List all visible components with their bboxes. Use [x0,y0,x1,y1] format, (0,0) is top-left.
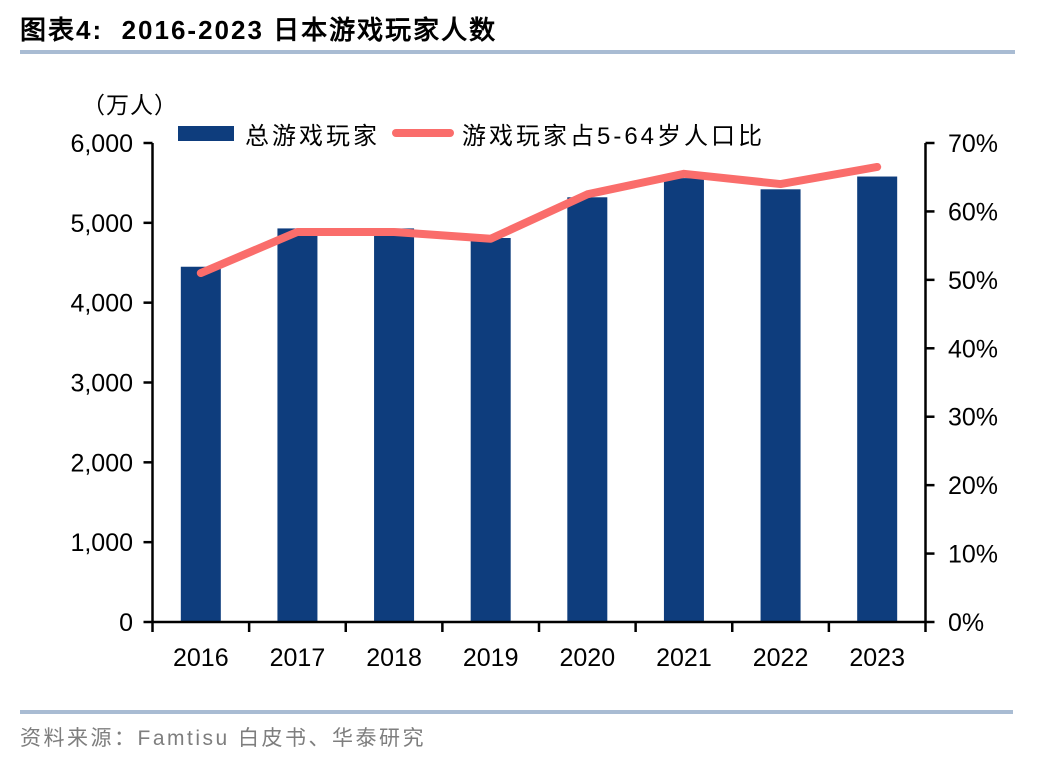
legend-line-label: 游戏玩家占5-64岁人口比 [462,122,766,150]
right-axis-tick-label: 0% [948,609,984,637]
left-axis-tick-label: 2,000 [70,449,133,477]
x-axis-tick-label: 2023 [849,644,905,672]
footer-divider [20,710,1013,714]
x-axis-tick-label: 2016 [173,644,229,672]
legend: 总游戏玩家 游戏玩家占5-64岁人口比 [178,119,765,150]
bar-2018 [374,228,415,622]
trend-line [196,162,882,278]
left-axis-tick-label: 5,000 [70,210,133,238]
left-axis-unit-label: （万人） [82,92,178,118]
bar-2016 [180,266,221,622]
right-axis-tick-label: 50% [948,267,998,295]
legend-bar-label: 总游戏玩家 [245,122,380,150]
bar-2023 [857,176,898,622]
right-axis-tick-label: 10% [948,541,998,569]
right-axis-tick-label: 60% [948,198,998,226]
right-axis-tick-label: 70% [948,130,998,158]
left-axis-tick-label: 4,000 [70,290,133,318]
bar-2019 [470,238,511,623]
legend-line-swatch-icon [392,129,454,137]
title-divider [20,50,1015,54]
left-axis-tick-label: 1,000 [70,529,133,557]
left-axis-tick-label: 6,000 [70,130,133,158]
right-axis-tick-label: 30% [948,404,998,432]
figure-title: 图表4: 2016-2023 日本游戏玩家人数 [20,15,498,45]
bar-2017 [277,228,318,622]
x-axis-tick-label: 2021 [656,644,712,672]
legend-bar-swatch-icon [178,125,234,141]
x-axis-tick-label: 2018 [366,644,422,672]
right-axis-tick-label: 20% [948,472,998,500]
source-note: 资料来源：Famtisu 白皮书、华泰研究 [20,727,427,750]
bar-2020 [567,197,608,622]
left-axis-tick-label: 0 [119,609,133,637]
bar-2022 [760,189,801,622]
bar-2021 [663,178,704,623]
x-axis-tick-label: 2017 [270,644,326,672]
x-axis-tick-label: 2020 [560,644,616,672]
right-axis-tick-label: 40% [948,335,998,363]
x-axis-tick-label: 2019 [463,644,519,672]
x-axis-tick-label: 2022 [753,644,809,672]
left-axis-tick-label: 3,000 [70,370,133,398]
